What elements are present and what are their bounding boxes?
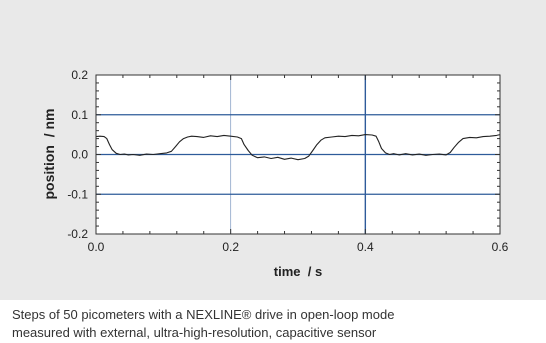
y-tick-label: 0.2: [71, 68, 88, 82]
position-trace-line-0: [95, 134, 501, 161]
figure-panel: 0.2 0.1 0.0 -0.1 -0.2 0.0 0.2 0.4 0.6 time / s p…: [0, 0, 546, 300]
x-axis-label: time / s: [274, 264, 322, 279]
figure-caption: Steps of 50 picometers with a NEXLINE® d…: [12, 306, 542, 342]
x-tick-label: 0.6: [492, 240, 509, 254]
y-tick-label: -0.1: [67, 187, 88, 201]
y-tick-label: 0.0: [71, 148, 88, 162]
position-time-chart: 0.20.10.0-0.1-0.20.0 0.2 0.4 0.6 time / s p…: [41, 68, 509, 279]
y-tick-label: 0.1: [71, 108, 88, 122]
caption-line-1: Steps of 50 picometers with a NEXLINE® d…: [12, 307, 395, 322]
x-tick-label: 0.4: [357, 240, 374, 254]
series-layer: [95, 134, 501, 161]
x-tick-label: 0.2: [222, 240, 239, 254]
tick-label-layer: 0.20.10.0-0.1-0.20.0 0.2 0.4 0.6: [67, 68, 508, 254]
plot-frame: [95, 74, 501, 235]
y-tick-label: -0.2: [67, 227, 88, 241]
x-tick-label: 0.0: [88, 240, 105, 254]
caption-line-2: measured with external, ultra-high-resol…: [12, 325, 377, 340]
y-axis-label: position / nm: [41, 109, 57, 200]
